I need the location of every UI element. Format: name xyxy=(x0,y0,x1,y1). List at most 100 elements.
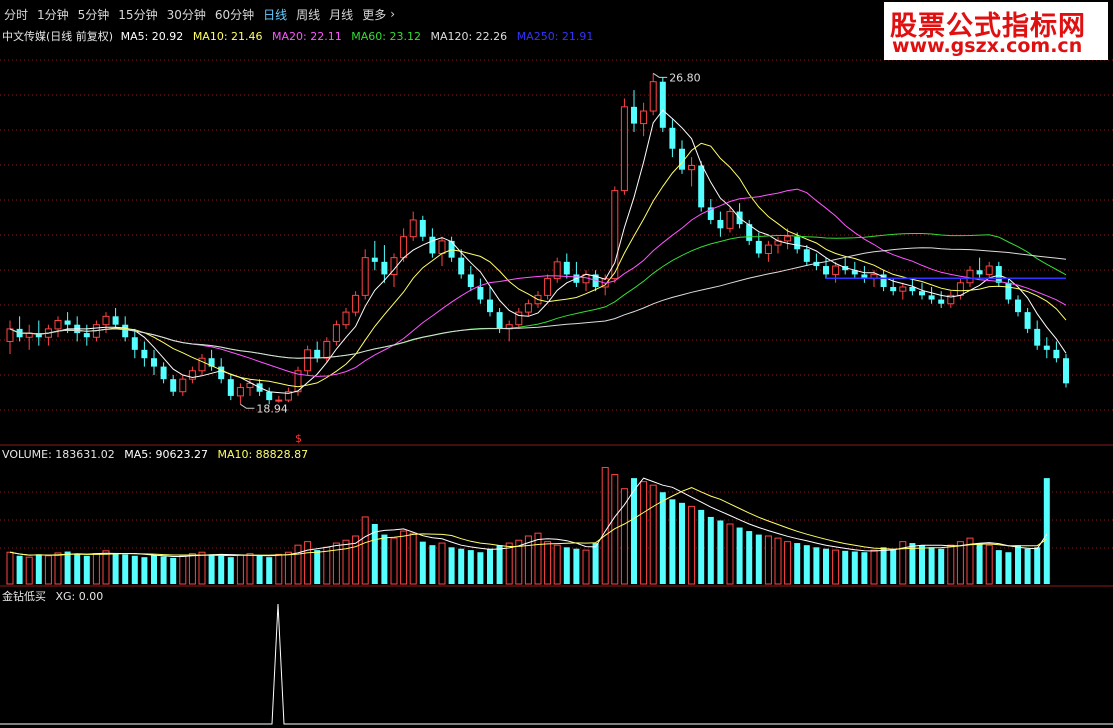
ma120-line xyxy=(9,247,1067,359)
volume-bar xyxy=(381,534,388,584)
volume-bar xyxy=(515,539,523,585)
volume-bar xyxy=(112,552,119,584)
tab-60min[interactable]: 60分钟 xyxy=(214,7,255,22)
candle-body xyxy=(688,164,696,171)
volume-bar xyxy=(736,527,743,584)
candle-body xyxy=(438,240,446,254)
volume-bar xyxy=(275,553,283,585)
volume-bar xyxy=(534,532,542,585)
volume-bar xyxy=(956,541,964,585)
candle-body xyxy=(332,324,340,342)
volume-bar xyxy=(218,555,225,584)
candle-body xyxy=(669,127,676,149)
volume-bar xyxy=(823,548,829,584)
volume-bar xyxy=(458,548,465,584)
candle-body xyxy=(755,240,762,254)
volume-bar xyxy=(764,535,772,585)
volume-ma5-label: MA5: 90623.27 xyxy=(124,448,208,461)
ma5-line xyxy=(9,109,1067,394)
candle-body xyxy=(1015,299,1021,313)
volume-bar xyxy=(361,516,369,585)
candle-body xyxy=(553,261,561,280)
candle-body xyxy=(409,219,417,238)
volume-bar xyxy=(371,524,378,584)
candle-body xyxy=(995,266,1002,283)
volume-bar xyxy=(947,544,955,585)
candle-body xyxy=(64,320,71,325)
volume-bar xyxy=(477,552,484,584)
candle-body xyxy=(54,320,62,330)
volume-bar xyxy=(707,516,714,584)
candle-body xyxy=(371,257,378,262)
volume-bar xyxy=(1015,545,1021,584)
candle-body xyxy=(1005,282,1012,300)
volume-bar xyxy=(496,545,503,584)
candle-body xyxy=(880,274,887,287)
candle-body xyxy=(832,265,840,275)
watermark-line2: www.gszx.com.cn xyxy=(892,35,1083,57)
candle-body xyxy=(611,190,619,280)
chevron-right-icon[interactable]: › xyxy=(390,7,396,21)
tab-15min[interactable]: 15分钟 xyxy=(118,7,158,22)
volume-bar xyxy=(861,552,868,584)
candle-body xyxy=(122,324,129,338)
volume-bar xyxy=(976,543,983,584)
candle-body xyxy=(717,219,724,229)
tab-weekly[interactable]: 周线 xyxy=(296,7,321,22)
candle-body xyxy=(188,370,196,380)
ma250-label: MA250: 21.91 xyxy=(516,30,594,43)
tab-5min[interactable]: 5分钟 xyxy=(77,7,110,22)
tab-1min[interactable]: 1分钟 xyxy=(37,7,69,22)
candle-body xyxy=(851,270,858,275)
volume-bar xyxy=(851,551,858,584)
volume-bar xyxy=(803,545,810,584)
stock-title: 中文传媒(日线 前复权) xyxy=(2,30,114,43)
candle-body xyxy=(899,286,907,292)
volume-bar xyxy=(582,549,590,585)
volume-bar xyxy=(179,555,187,585)
candle-body xyxy=(35,333,42,338)
candle-body xyxy=(304,349,312,372)
ma5-label: MA5: 20.92 xyxy=(120,30,184,43)
volume-bar xyxy=(294,544,302,585)
candle-body xyxy=(813,261,820,267)
volume-bar xyxy=(746,531,753,584)
volume-bar xyxy=(698,509,705,584)
volume-bar xyxy=(122,554,129,584)
tab-30min[interactable]: 30分钟 xyxy=(166,7,206,22)
tab-more[interactable]: 更多 xyxy=(362,7,387,22)
volume-bar xyxy=(631,478,637,584)
tab-daily[interactable]: 日线 xyxy=(263,7,288,22)
tab-monthly[interactable]: 月线 xyxy=(329,7,354,22)
volume-bar xyxy=(429,545,436,584)
volume-bar xyxy=(304,541,312,585)
volume-bar xyxy=(601,467,609,585)
candle-body xyxy=(1024,312,1031,329)
tab-fenshi[interactable]: 分时 xyxy=(4,7,29,22)
candle-body xyxy=(179,378,187,393)
volume-bar xyxy=(246,553,254,585)
volume-bar xyxy=(208,554,215,584)
volume-bar xyxy=(717,520,724,584)
volume-bar xyxy=(909,543,916,584)
volume-bar xyxy=(774,537,782,585)
volume-bar xyxy=(553,544,561,585)
candle-body xyxy=(1034,328,1041,346)
candle-body xyxy=(236,387,244,397)
candle-body xyxy=(102,315,110,326)
candle-body xyxy=(275,399,283,402)
candle-body xyxy=(160,366,167,380)
candle-body xyxy=(707,207,714,220)
ma10-label: MA10: 21.46 xyxy=(192,30,263,43)
volume-bar xyxy=(620,488,628,585)
candle-body xyxy=(429,236,436,254)
candle-body xyxy=(467,274,474,287)
volume-bar xyxy=(44,555,52,585)
candle-body xyxy=(947,294,955,305)
watermark-line1: 股票公式指标网 xyxy=(890,11,1086,42)
candle-body xyxy=(294,370,302,393)
candle-body xyxy=(131,337,138,350)
volume-bar xyxy=(832,549,840,585)
candle-body xyxy=(909,286,916,292)
